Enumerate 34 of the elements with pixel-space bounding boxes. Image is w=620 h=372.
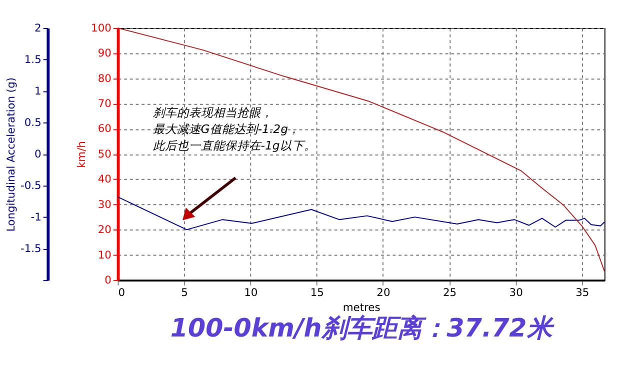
y2-tick-label: 100: [91, 21, 112, 34]
annotation: 刹车的表现相当抢眼，最大减速G值能达到-1.2g，此后也一直能保持在-1g以下。: [152, 106, 316, 153]
line-series: [117, 196, 605, 230]
y-tick-label: -1.5: [20, 242, 42, 255]
y-tick-label: -0.5: [20, 178, 42, 192]
y-tick-label: 0.5: [24, 116, 42, 129]
y2-tick-label: 0: [104, 274, 112, 286]
x-axis-title: metres: [342, 300, 381, 314]
y2-tick-label: 90: [98, 46, 112, 60]
y2-tick-label: 50: [98, 147, 112, 160]
x-tick-label: 30: [509, 286, 524, 300]
y2-tick-label: 80: [98, 72, 112, 85]
y2-tick-label: 30: [98, 198, 112, 211]
x-tick-label: 10: [244, 286, 258, 300]
x-tick-label: 35: [576, 286, 590, 300]
y2-tick-label: 40: [98, 172, 112, 186]
y-axis-title: Longitudinal Acceleration (g): [4, 77, 18, 232]
x-tick-label: 15: [310, 286, 324, 300]
y-tick-label: 1: [34, 84, 42, 98]
x-tick-label: 0: [118, 286, 126, 300]
x-tick-label: 20: [376, 286, 390, 300]
y2-tick-label: 20: [98, 223, 112, 236]
x-tick-label: 25: [442, 286, 457, 300]
y2-tick-label: 10: [98, 248, 112, 262]
y-tick-label: 1.5: [24, 52, 42, 66]
line-series: [117, 28, 605, 272]
y2-tick-label: 60: [98, 122, 112, 136]
x-tick-label: 5: [181, 286, 188, 300]
text: 100-0km/h刹车距离：37.72米: [170, 314, 555, 343]
y2-axis-title: km/h: [75, 141, 88, 168]
y2-tick-label: 70: [98, 97, 112, 110]
y-tick-label: 2: [34, 21, 42, 34]
y-tick-label: 0: [34, 147, 42, 160]
y-tick-label: -1: [30, 210, 42, 224]
